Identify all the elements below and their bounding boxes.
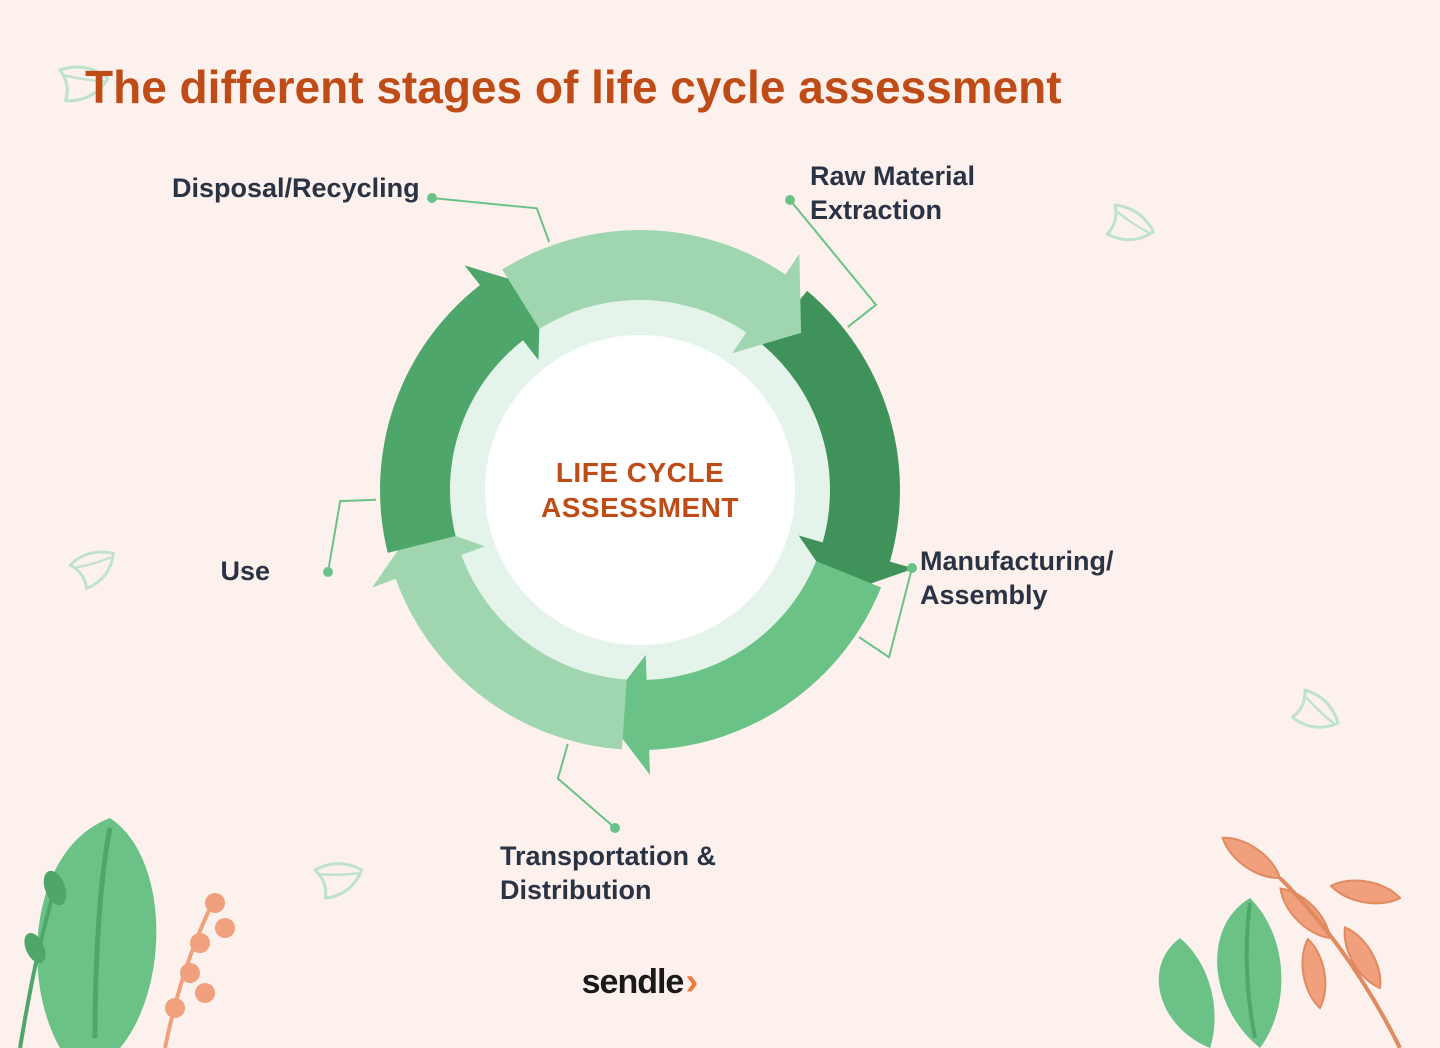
logo-text: sendle <box>582 963 684 1002</box>
stage-label-raw: Raw Material Extraction <box>810 160 975 228</box>
infographic-canvas: The different stages of life cycle asses… <box>0 0 1440 1048</box>
stage-label-trans: Transportation & Distribution <box>500 840 716 908</box>
center-label-line2: ASSESSMENT <box>541 492 739 523</box>
stage-label-line: Manufacturing/ <box>920 546 1114 576</box>
logo-arrow-icon: › <box>685 960 698 1004</box>
leaf-icon <box>315 854 367 899</box>
stage-label-disp: Disposal/Recycling <box>172 172 420 206</box>
stage-label-line: Transportation & <box>500 841 716 871</box>
stage-label-line: Distribution <box>500 875 651 905</box>
stage-label-mfg: Manufacturing/Assembly <box>920 545 1114 613</box>
stage-label-line: Disposal/Recycling <box>172 173 420 203</box>
leaf-icon <box>1292 689 1345 737</box>
cycle-center-label: LIFE CYCLE ASSESSMENT <box>541 455 739 525</box>
plant-right-icon <box>1159 829 1402 1048</box>
plant-left-icon <box>20 818 235 1048</box>
brand-logo: sendle› <box>582 960 699 1004</box>
leaf-icon <box>1107 204 1158 246</box>
leaf-icon <box>70 540 122 589</box>
stage-label-line: Raw Material <box>810 161 975 191</box>
stage-label-line: Assembly <box>920 580 1048 610</box>
stage-label-line: Extraction <box>810 195 942 225</box>
stage-label-line: Use <box>220 556 270 586</box>
stage-label-use: Use <box>220 555 270 589</box>
center-label-line1: LIFE CYCLE <box>556 457 724 488</box>
page-title: The different stages of life cycle asses… <box>85 60 1062 114</box>
